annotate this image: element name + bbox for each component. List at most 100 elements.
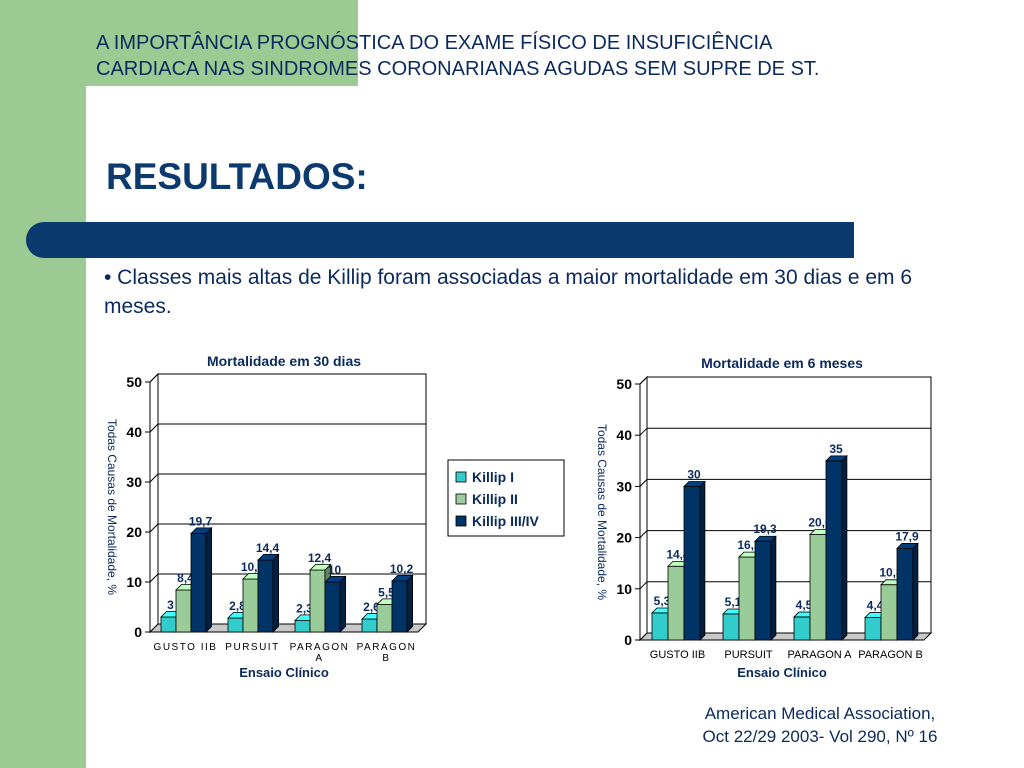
x-tick-label: PARAGON <box>290 642 350 653</box>
section-heading: RESULTADOS: <box>106 156 368 197</box>
slide-title: A IMPORTÂNCIA PROGNÓSTICA DO EXAME FÍSIC… <box>96 30 996 82</box>
x-tick-label: PURSUIT <box>724 649 773 661</box>
data-label: 4,5 <box>796 598 813 612</box>
data-label: 2,6 <box>363 600 380 614</box>
bar-top <box>391 575 414 582</box>
gridline <box>149 423 426 433</box>
y-tick-label: 50 <box>126 374 142 390</box>
x-tick-label: B <box>382 653 390 664</box>
bar-top <box>683 481 706 487</box>
bar <box>754 535 777 641</box>
legend-label: Killip II <box>472 491 518 507</box>
chart-title: Mortalidade em 6 meses <box>701 355 863 371</box>
x-tick-label: PARAGON <box>357 642 417 653</box>
chart-title: Mortalidade em 30 dias <box>207 353 361 369</box>
bar-top <box>754 535 777 542</box>
bar <box>257 553 280 633</box>
legend-label: Killip III/IV <box>472 513 540 529</box>
x-axis-label: Ensaio Clínico <box>239 665 329 680</box>
x-tick-label: PARAGON A <box>788 649 853 661</box>
gridline <box>149 473 426 483</box>
bar-side <box>912 542 919 641</box>
legend-swatch <box>455 493 467 505</box>
bar-top <box>190 527 213 534</box>
bar-front <box>825 460 843 641</box>
gridline <box>639 427 931 436</box>
y-tick-label: 0 <box>624 632 632 648</box>
x-axis-label: Ensaio Clínico <box>737 665 827 680</box>
sidebar-decoration <box>0 0 86 768</box>
title-line-1: A IMPORTÂNCIA PROGNÓSTICA DO EXAME FÍSIC… <box>96 32 773 54</box>
citation-line-1: American Medical Association, <box>704 704 936 723</box>
data-label: 35 <box>829 442 843 456</box>
y-axis-label: Todas Causas de Mortalidade, % <box>595 424 609 600</box>
legend-label: Killip I <box>472 469 514 485</box>
data-label: 10 <box>328 563 342 577</box>
y-tick-label: 20 <box>616 530 632 546</box>
bar-top <box>324 576 347 583</box>
gridline <box>149 523 426 533</box>
bullet-text: • Classes mais altas de Killip foram ass… <box>104 266 913 318</box>
y-tick-label: 50 <box>616 376 632 392</box>
bar <box>190 526 213 633</box>
bar-front <box>651 612 669 641</box>
bar-front <box>864 617 882 641</box>
y-tick-label: 40 <box>616 427 632 443</box>
data-label: 5,3 <box>654 594 671 608</box>
y-axis-label: Todas Causas de Mortalidade, % <box>105 419 119 595</box>
x-tick-label: GUSTO IIB <box>650 649 705 661</box>
divider-bar <box>26 222 854 258</box>
bar <box>825 454 848 641</box>
data-label: 19,3 <box>753 522 777 536</box>
y-tick-label: 40 <box>126 424 142 440</box>
bar-front <box>793 616 811 641</box>
data-label: 4,4 <box>867 598 884 612</box>
data-label: 3 <box>167 598 174 612</box>
y-tick-label: 10 <box>126 574 142 590</box>
bar-side <box>841 454 848 641</box>
plot-side-wall <box>639 375 648 642</box>
bar-front <box>722 613 740 641</box>
gridline <box>639 376 931 385</box>
corner-decoration <box>86 86 206 206</box>
bar-front <box>809 534 827 641</box>
data-label: 14,4 <box>256 541 280 555</box>
data-label: 30 <box>687 467 701 481</box>
data-label: 19,7 <box>189 515 213 529</box>
bar-front <box>896 547 914 641</box>
data-label: 2,3 <box>296 602 313 616</box>
title-line-2: CARDIACA NAS SINDROMES CORONARIANAS AGUD… <box>96 58 820 80</box>
bar-front <box>738 556 756 641</box>
bar-top <box>309 564 332 571</box>
bar-top <box>825 455 848 462</box>
citation-line-2: Oct 22/29 2003- Vol 290, Nº 16 <box>702 727 938 746</box>
bar <box>391 574 414 633</box>
bar-front <box>667 565 685 641</box>
bar-top <box>896 543 919 549</box>
data-label: 8,4 <box>177 571 194 585</box>
bar <box>683 480 706 641</box>
y-tick-label: 30 <box>126 474 142 490</box>
data-label: 2,8 <box>229 599 246 613</box>
bar-side <box>699 480 706 641</box>
data-label: 17,9 <box>895 529 919 543</box>
legend-swatch <box>455 515 467 527</box>
x-tick-label: PURSUIT <box>225 642 279 653</box>
top-decoration <box>0 0 358 86</box>
bar-front <box>683 485 701 641</box>
x-tick-label: GUSTO IIB <box>154 642 218 653</box>
bar-top <box>257 554 280 561</box>
legend-swatch <box>455 471 467 483</box>
legend <box>447 459 565 537</box>
gridline <box>149 373 426 383</box>
data-label: 10,2 <box>390 562 414 576</box>
x-tick-label: A <box>315 653 323 664</box>
x-tick-label: PARAGON B <box>858 649 923 661</box>
bar-front <box>880 584 898 641</box>
bar <box>896 542 919 641</box>
y-tick-label: 30 <box>616 478 632 494</box>
bar-front <box>754 540 772 641</box>
y-tick-label: 0 <box>134 624 142 640</box>
